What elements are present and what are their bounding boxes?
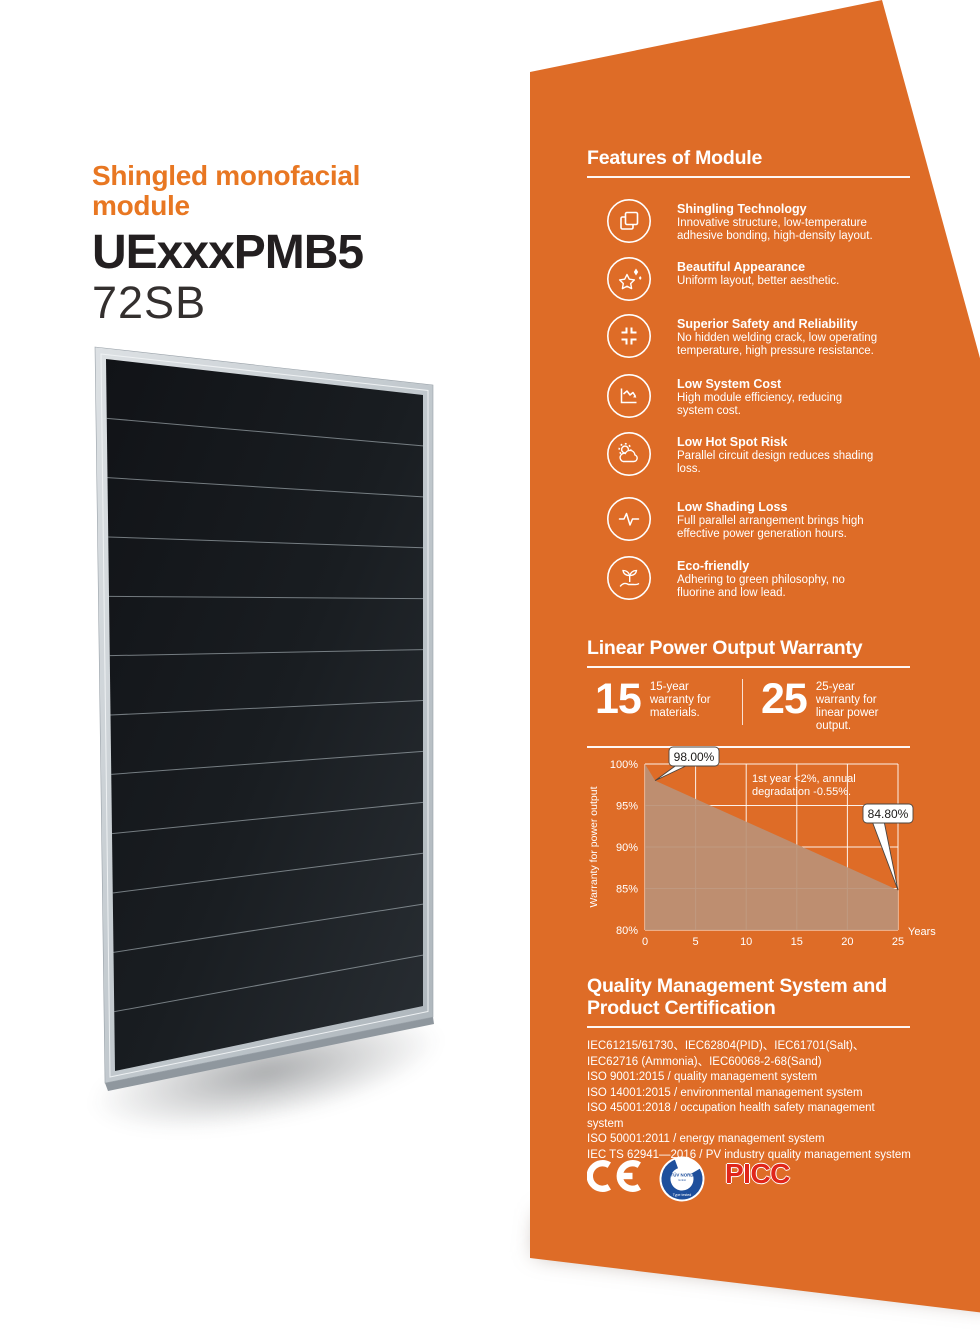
warranty-section: Linear Power Output Warranty 15 15-year … — [587, 637, 910, 748]
svg-text:90%: 90% — [616, 842, 638, 854]
svg-text:Years: Years — [908, 926, 936, 938]
svg-text:20: 20 — [841, 936, 853, 948]
warranty-15-block: 15 15-year warranty for materials. — [595, 675, 742, 723]
feature-title: Superior Safety and Reliability — [677, 317, 858, 331]
svg-text:25: 25 — [892, 936, 904, 948]
feature-title: Eco-friendly — [677, 559, 750, 573]
svg-text:85%: 85% — [616, 884, 638, 896]
feature-desc: Adhering to green philosophy, no fluorin… — [677, 574, 845, 599]
feature-item-hotspot: Low Hot Spot Risk Parallel circuit desig… — [606, 431, 927, 477]
warranty-25-block: 25 25-year warranty for linear power out… — [761, 675, 879, 733]
svg-text:1st year <2%, annual: 1st year <2%, annual — [752, 773, 856, 785]
panel-glass — [106, 359, 423, 1071]
feature-item-cost: Low System Cost High module efficiency, … — [606, 373, 927, 419]
svg-text:Warranty for power output: Warranty for power output — [588, 786, 600, 907]
svg-text:100%: 100% — [610, 759, 638, 771]
svg-text:95%: 95% — [616, 801, 638, 813]
low-hot-spot-risk-icon — [606, 431, 652, 477]
eco-friendly-icon — [606, 555, 652, 601]
svg-text:Type tested: Type tested — [673, 1193, 692, 1197]
certification-line: ISO 45001:2018 / occupation health safet… — [587, 1102, 875, 1130]
feature-desc: Uniform layout, better aesthetic. — [677, 275, 840, 287]
certification-line: ISO 9001:2015 / quality management syste… — [587, 1071, 818, 1083]
svg-text:98.00%: 98.00% — [674, 750, 715, 764]
low-shading-loss-icon — [606, 496, 652, 542]
feature-title: Shingling Technology — [677, 202, 807, 216]
certification-line: ISO 50001:2011 / energy management syste… — [587, 1133, 825, 1145]
product-variant: 72SB — [92, 277, 207, 328]
panel-frame-bottom-edge — [105, 1017, 434, 1091]
certification-logos: TÜV NORD GmbH Type tested PICC — [586, 1156, 790, 1207]
shingling-technology-icon — [606, 198, 652, 244]
feature-title: Low System Cost — [677, 377, 782, 391]
tuv-nord-badge: TÜV NORD GmbH Type tested — [659, 1156, 705, 1207]
svg-text:degradation -0.55%.: degradation -0.55%. — [752, 786, 851, 798]
features-heading: Features of Module — [587, 147, 910, 178]
safety-reliability-icon — [606, 313, 652, 359]
panel-frame-inner-line — [100, 353, 429, 1078]
feature-desc: Parallel circuit design reduces shading … — [677, 450, 874, 475]
feature-desc: Full parallel arrangement brings high ef… — [677, 515, 864, 540]
quality-heading: Quality Management System and Product Ce… — [587, 975, 910, 1028]
svg-text:10: 10 — [740, 936, 752, 948]
certification-list: IEC61215/61730、IEC62804(PID)、IEC61701(Sa… — [587, 1039, 912, 1163]
feature-item-safety: Superior Safety and Reliability No hidde… — [606, 313, 927, 359]
svg-text:84.80%: 84.80% — [868, 807, 909, 821]
feature-desc: High module efficiency, reducing system … — [677, 392, 843, 417]
feature-title: Low Hot Spot Risk — [677, 435, 788, 449]
feature-desc: Innovative structure, low-temperature ad… — [677, 217, 873, 242]
warranty-row: 15 15-year warranty for materials. 25 25… — [587, 668, 910, 748]
certification-line: IEC61215/61730、IEC62804(PID)、IEC61701(Sa… — [587, 1040, 865, 1052]
low-system-cost-icon — [606, 373, 652, 419]
picc-logo: PICC — [725, 1158, 790, 1189]
ce-mark-logo — [586, 1159, 647, 1198]
feature-title: Low Shading Loss — [677, 500, 788, 514]
svg-text:GmbH: GmbH — [678, 1178, 686, 1182]
features-section-header: Features of Module — [587, 147, 910, 178]
product-model: UExxxPMB5 — [92, 226, 364, 279]
product-subtitle: Shingled monofacial module — [92, 160, 361, 221]
hero-title-block: Shingled monofacial module UExxxPMB5 72S… — [92, 161, 422, 327]
certification-line: IEC TS 62941—2016 / PV industry quality … — [587, 1148, 911, 1161]
warranty-15-number: 15 — [595, 675, 642, 723]
feature-title: Beautiful Appearance — [677, 260, 806, 274]
svg-text:TÜV NORD: TÜV NORD — [671, 1173, 694, 1178]
feature-item-shading: Low Shading Loss Full parallel arrangeme… — [606, 496, 927, 542]
certification-line: ISO 14001:2015 / environmental managemen… — [587, 1086, 863, 1099]
warranty-heading: Linear Power Output Warranty — [587, 637, 910, 668]
feature-item-eco: Eco-friendly Adhering to green philosoph… — [606, 555, 927, 601]
certification-line: IEC62716 (Ammonia)、IEC60068-2-68(Sand) — [587, 1055, 822, 1068]
warranty-15-desc: 15-year warranty for materials. — [649, 681, 711, 719]
feature-desc: No hidden welding crack, low operating t… — [677, 332, 878, 357]
warranty-25-desc: 25-year warranty for linear power output… — [815, 681, 879, 732]
feature-item-shingling: Shingling Technology Innovative structur… — [606, 198, 927, 244]
warranty-divider — [742, 679, 743, 725]
feature-item-appearance: Beautiful Appearance Uniform layout, bet… — [606, 256, 927, 302]
svg-text:15: 15 — [791, 936, 803, 948]
warranty-25-number: 25 — [761, 675, 808, 723]
svg-text:80%: 80% — [616, 925, 638, 937]
solar-panel-image — [94, 346, 434, 1091]
svg-text:5: 5 — [693, 936, 699, 948]
beautiful-appearance-icon — [606, 256, 652, 302]
quality-section: Quality Management System and Product Ce… — [587, 975, 912, 1163]
svg-text:0: 0 — [642, 936, 648, 948]
panel-shingle-lines — [106, 417, 424, 1013]
warranty-degradation-chart: 80% 85% 90% 95% 100% 0 5 10 15 20 25 Years Warranty … — [588, 746, 936, 948]
